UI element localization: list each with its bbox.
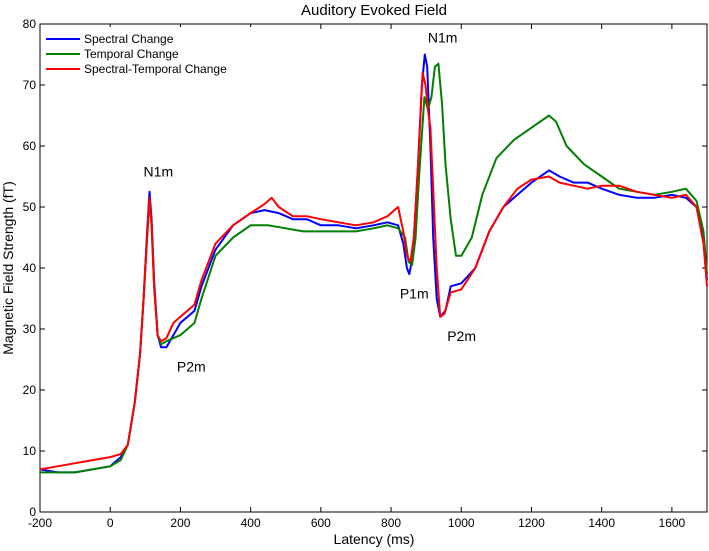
x-tick-label: 600 xyxy=(311,516,331,530)
annotation-label: P2m xyxy=(447,328,476,344)
y-tick-label: 30 xyxy=(23,322,37,336)
x-axis: -200 0 200 400 600 800 1000 1200 1400 1600 xyxy=(28,24,686,530)
x-tick-label: 800 xyxy=(381,516,401,530)
series-layer xyxy=(39,53,708,474)
legend-label: Spectral Change xyxy=(84,32,174,46)
x-tick-label: 200 xyxy=(170,516,190,530)
annotation-label: P2m xyxy=(177,359,206,375)
legend-label: Temporal Change xyxy=(84,47,179,61)
annotation-label: P1m xyxy=(400,286,429,302)
legend-label: Spectral-Temporal Change xyxy=(84,62,227,76)
y-tick-label: 70 xyxy=(23,78,37,92)
x-tick-label: -200 xyxy=(28,516,52,530)
y-tick-label: 10 xyxy=(23,444,37,458)
y-tick-label: 80 xyxy=(23,17,37,31)
plot-area xyxy=(39,23,708,513)
annotations: N1m P2m N1m P1m P2m xyxy=(144,29,476,374)
y-axis: 0 10 20 30 40 50 60 70 80 xyxy=(23,17,707,519)
y-axis-label: Magnetic Field Strength (fT) xyxy=(0,181,16,355)
x-tick-label: 400 xyxy=(241,516,261,530)
annotation-label: N1m xyxy=(144,164,174,180)
y-tick-label: 0 xyxy=(29,505,36,519)
x-tick-label: 0 xyxy=(107,516,114,530)
x-axis-label: Latency (ms) xyxy=(334,531,415,547)
y-tick-label: 20 xyxy=(23,383,37,397)
series-line-1 xyxy=(39,53,708,474)
x-tick-label: 1600 xyxy=(659,516,686,530)
y-tick-label: 40 xyxy=(23,261,37,275)
series-line-3 xyxy=(39,71,708,471)
y-tick-label: 50 xyxy=(23,200,37,214)
annotation-label: N1m xyxy=(428,29,458,45)
y-tick-label: 60 xyxy=(23,139,37,153)
x-tick-label: 1400 xyxy=(588,516,615,530)
chart-title: Auditory Evoked Field xyxy=(301,2,447,19)
x-tick-label: 1000 xyxy=(448,516,475,530)
x-tick-label: 1200 xyxy=(518,516,545,530)
